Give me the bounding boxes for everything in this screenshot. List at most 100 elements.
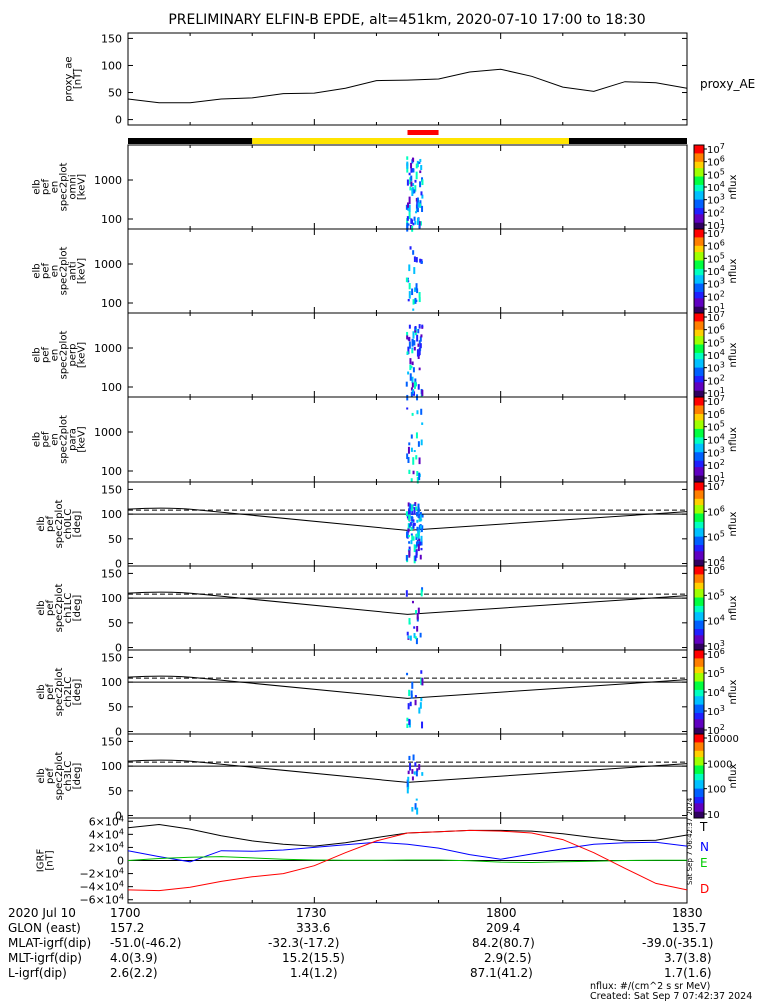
colorbar-cell	[694, 191, 704, 194]
colorbar-cell	[694, 409, 704, 413]
colorbar-tick-label: 103	[707, 277, 725, 291]
colorbar-cell	[694, 189, 704, 192]
spectrogram-pixel	[412, 168, 415, 173]
footer-ephemeris: 2020 Jul 10 GLON (east) MLAT-igrf(dip) M…	[0, 905, 775, 1002]
spectrogram-pixel	[411, 157, 414, 162]
colorbar-cell	[694, 645, 704, 649]
spectrogram-pixel	[413, 381, 416, 389]
ylabel-line: [keV]	[77, 342, 88, 368]
loss-cone-curve	[127, 591, 688, 615]
colorbar-cell	[694, 210, 704, 213]
colorbar-cell	[694, 616, 704, 619]
spectrogram-pixel	[417, 343, 420, 347]
colorbar-cell	[694, 424, 704, 428]
proxy-ae-ytick-label: 150	[101, 32, 122, 45]
spectrogram-pixel	[415, 610, 418, 614]
spectrogram-pixel	[417, 507, 420, 513]
spectrogram-pixel	[413, 346, 416, 351]
spectrogram-pixel	[418, 161, 421, 164]
colorbar-cell	[694, 203, 704, 207]
colorbar-cell	[694, 418, 704, 421]
spectrogram-pixel	[410, 181, 413, 187]
spectrogram-pixel	[411, 681, 414, 689]
igrf-series-N	[127, 841, 688, 863]
ylabel-line: pef	[45, 768, 56, 785]
spectrogram-pixel	[413, 633, 416, 638]
ylabel-line: elb	[36, 600, 47, 615]
proxy-ae-ylabel: proxy_ae[nT]	[64, 56, 84, 101]
spectrogram-pixel	[405, 204, 408, 210]
colorbar-cell	[694, 746, 704, 750]
spectrogram-pixel	[413, 771, 416, 775]
colorbar-cell	[694, 231, 704, 234]
spectrogram-pixel	[415, 163, 418, 169]
footer-l-1730: 1.4(1.2)	[290, 966, 338, 980]
colorbar-cell	[694, 357, 704, 360]
ylabel-line: [keV]	[77, 426, 88, 452]
colorbar-cell	[694, 519, 704, 523]
spectrogram-pixel	[419, 554, 422, 560]
spectrogram-pixel	[418, 297, 421, 303]
colorbar-cell	[694, 279, 704, 282]
colorbar-cell	[694, 517, 704, 521]
footer-row-label-mlat: MLAT-igrf(dip)	[8, 936, 92, 950]
colorbar-cell	[694, 233, 704, 236]
colorbar-cell	[694, 477, 704, 481]
spectrogram-frame-5	[127, 481, 688, 567]
footer-l-1830: 1.7(1.6)	[664, 966, 712, 980]
colorbar-cell	[694, 394, 704, 398]
spectrogram-pixel	[410, 162, 413, 169]
colorbar-cell	[694, 159, 704, 163]
spectrogram-pixel	[410, 168, 413, 173]
colorbar-cell	[694, 748, 704, 752]
spectrogram-pixel	[415, 455, 418, 460]
colorbar-cell	[694, 618, 704, 622]
footer-mlt-1800: 2.9(2.5)	[484, 951, 532, 965]
spectrogram-pixel	[414, 297, 417, 304]
spectrogram-pixel	[409, 246, 412, 250]
spectrogram-ytick-label: 1000	[94, 426, 122, 439]
spectrogram-frame-4	[127, 396, 688, 483]
colorbar-cell	[694, 197, 704, 201]
ylabel-line: spec2plot	[59, 163, 70, 212]
spectrogram-ytick-label: 150	[101, 483, 122, 496]
colorbar-cell	[694, 308, 704, 312]
footer-mlt-1700: 4.0(3.9)	[110, 951, 158, 965]
colorbar-cell	[694, 454, 704, 457]
colorbar-cell	[694, 187, 704, 190]
spectrogram-ytick-label: 100	[101, 592, 122, 605]
spectrogram-pixel	[420, 334, 423, 338]
colorbar-tick-label: 100	[707, 785, 726, 796]
spectrogram-pixel	[421, 389, 424, 397]
colorbar-cell	[694, 399, 704, 402]
spectrogram-pixel	[415, 432, 418, 439]
colorbar-cell	[694, 587, 704, 590]
colorbar-label: nflux	[728, 511, 739, 536]
colorbar-cell	[694, 725, 704, 729]
spectrogram-pixel	[409, 635, 412, 641]
colorbar-cell	[694, 208, 704, 211]
colorbar-tick-label: 104	[707, 614, 725, 628]
colorbar-cell	[694, 654, 704, 657]
colorbar-cell	[694, 378, 704, 381]
spectrogram-pixel	[414, 803, 417, 810]
colorbar-cell	[694, 153, 704, 156]
colorbar-cell	[694, 277, 704, 280]
spectrogram-pixel	[411, 382, 414, 388]
spectrogram-pixel	[416, 768, 419, 772]
spectrogram-ytick-label: 150	[101, 735, 122, 748]
spectrogram-pixel	[406, 531, 409, 538]
spectrogram-pixel	[418, 367, 421, 371]
colorbar-cell	[694, 608, 704, 611]
footer-time-1700: 1700	[110, 906, 141, 920]
colorbar-cell	[694, 340, 704, 343]
spectrogram-ytick-label: 50	[108, 617, 122, 630]
colorbar-cell	[694, 416, 704, 419]
spectrogram-pixel	[411, 516, 414, 520]
colorbar-cell	[694, 639, 704, 643]
colorbar-cell	[694, 289, 704, 293]
colorbar-cell	[694, 239, 704, 243]
colorbar-cell	[694, 287, 704, 291]
spectrogram-pixel	[407, 207, 410, 211]
